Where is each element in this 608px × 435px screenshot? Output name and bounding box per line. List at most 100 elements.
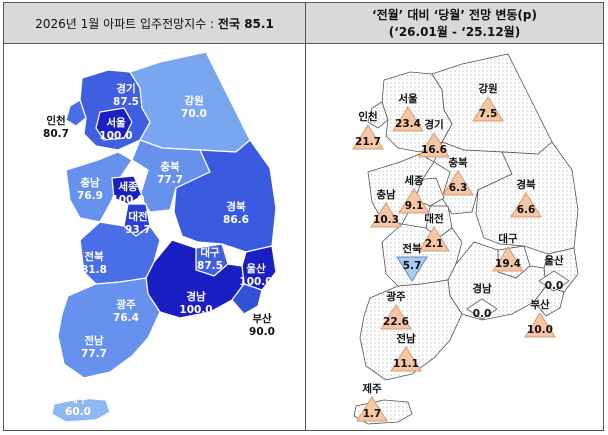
right-label-gangwon-name: 강원 [478,82,497,95]
left-label-gangwon-value: 70.0 [181,108,207,120]
right-label-jeonbuk-value: 5.7 [403,260,422,272]
right-marker-jeju-up [356,396,388,422]
right-label-seoul-value: 23.4 [395,118,421,130]
left-label-jeonbuk-name: 전북 [84,250,104,263]
right-label-seoul-name: 서울 [398,92,418,105]
left-label-chungnam-value: 76.9 [77,190,103,202]
right-label-gwangju-name: 광주 [386,291,406,303]
right-marker-gangwon-up [472,96,504,122]
right-label-sejong-name: 세종 [404,174,424,187]
left-label-jeonnam-name: 전남 [84,334,104,347]
left-label-jeju-name: 제주 [68,392,88,405]
right-label-daegu-value: 19.4 [495,258,521,270]
right-label-gyeongnam-value: 0.0 [473,308,492,320]
right-marker-jeonbuk-down [396,256,428,282]
right-label-gwangju-value: 22.6 [383,316,409,328]
left-label-chungbuk-value: 77.7 [157,174,183,186]
left-label-ulsan-name: 울산 [246,262,266,275]
right-label-daegu-name: 대구 [498,232,518,245]
left-region-seoul [95,107,133,141]
right-label-gyeongnam-name: 경남 [472,282,492,295]
right-label-busan-name: 부산 [530,298,550,311]
left-region-sejong [111,175,143,205]
right-label-jeonnam-value: 11.1 [393,358,419,370]
right-label-chungbuk-name: 충북 [448,156,468,169]
right-marker-jeonnam-up [390,346,422,372]
right-label-daejeon-value: 2.1 [425,238,444,250]
left-label-busan-name: 부산 [252,312,272,325]
right-label-chungnam-value: 10.3 [373,214,399,226]
right-label-busan-value: 10.0 [527,324,553,336]
left-label-chungnam-name: 충남 [80,176,100,189]
left-label-jeonnam-value: 77.7 [81,348,107,360]
right-label-ulsan-value: 0.0 [545,280,564,292]
right-marker-daejeon-up [418,226,450,252]
left-label-gyeongbuk-value: 86.6 [223,214,249,226]
left-region-busan [231,283,263,315]
left-label-daejeon-name: 대전 [128,210,147,223]
right-marker-gwangju-up [380,304,412,330]
right-label-gyeongbuk-name: 경북 [516,178,536,191]
left-label-gangwon-name: 강원 [184,94,203,107]
left-label-daejeon-value: 93.7 [125,224,151,236]
left-label-gyeonggi-name: 경기 [116,82,135,95]
left-label-gwangju-value: 76.4 [113,312,139,324]
left-label-gwangju-name: 광주 [116,299,136,311]
left-label-sejong-name: 세종 [118,180,138,193]
right-marker-sejong-up [398,188,430,214]
right-marker-gyeongbuk-up [510,192,542,218]
figure-frame: 2026년 1월 아파트 입주전망지수 : 전국 85.1 ‘전월’ 대비 ‘당… [3,2,604,431]
left-label-seoul-value: 100.0 [99,130,132,142]
left-label-gyeongnam-value: 100.0 [179,304,212,316]
left-label-gyeongnam-name: 경남 [186,290,206,303]
right-region-busan [533,285,565,317]
left-panel-header: 2026년 1월 아파트 입주전망지수 : 전국 85.1 [4,3,305,44]
right-marker-chungnam-up [370,202,402,228]
left-map: 경기87.5인천80.7서울100.0강원70.0충북77.7충남76.9세종1… [43,51,277,423]
right-marker-gyeongnam-flat [466,298,498,320]
right-label-jeonnam-name: 전남 [396,332,416,345]
left-label-seoul-name: 서울 [106,116,126,129]
panel-divider [305,3,306,430]
left-title: 2026년 1월 아파트 입주전망지수 : 전국 85.1 [35,15,274,32]
right-marker-incheon-up [352,124,384,150]
right-label-jeonbuk-name: 전북 [402,242,422,255]
left-region-chungbuk [131,139,211,213]
right-title-line1: ‘전월’ 대비 ‘당월’ 전망 변동(p) [372,8,537,22]
left-label-busan-value: 90.0 [249,326,275,338]
left-label-jeju-value: 60.0 [65,406,91,418]
right-region-chungbuk [433,141,513,215]
right-label-gangwon-value: 7.5 [479,108,498,120]
left-label-gyeongbuk-name: 경북 [226,200,246,213]
right-label-chungnam-name: 충남 [376,188,396,201]
left-region-jeonbuk [79,221,161,285]
right-panel-header: ‘전월’ 대비 ‘당월’ 전망 변동(p) (‘26.01월 - ‘25.12월… [306,3,603,44]
left-region-incheon [65,99,87,127]
left-title-bold: 전국 [217,16,241,31]
right-marker-seoul-up [392,106,424,132]
right-label-jeju-name: 제주 [362,382,382,395]
right-marker-ulsan-flat [538,270,570,292]
right-label-gyeonggi-name: 경기 [424,118,443,131]
left-region-jeju [51,397,111,423]
right-label-sejong-value: 9.1 [405,200,424,212]
right-label-jeju-value: 1.7 [363,408,382,420]
right-region-incheon [367,101,389,129]
right-label-chungbuk-value: 6.3 [449,182,468,194]
left-label-daegu-name: 대구 [200,246,220,259]
left-label-sejong-value: 100.0 [111,194,144,206]
right-marker-busan-up [524,312,556,338]
left-region-gyeongbuk [173,139,277,253]
right-title-line2: (‘26.01월 - ‘25.12월) [388,25,521,39]
right-label-ulsan-name: 울산 [544,254,564,267]
right-label-gyeongbuk-value: 6.6 [517,204,536,216]
right-label-daejeon-name: 대전 [424,212,443,225]
left-title-value: 85.1 [244,16,274,31]
left-label-incheon-value: 80.7 [43,128,69,140]
right-label-incheon-value: 21.7 [355,136,381,148]
right-marker-gyeonggi-up [418,132,450,158]
left-label-incheon-name: 인천 [46,114,65,127]
right-map: 강원 7.5 서울 23.4 인천 21.7 경기 16.6충북 6.3 세종 9.1 충남 10.3 경… [352,53,579,425]
right-marker-daegu-up [492,246,524,272]
